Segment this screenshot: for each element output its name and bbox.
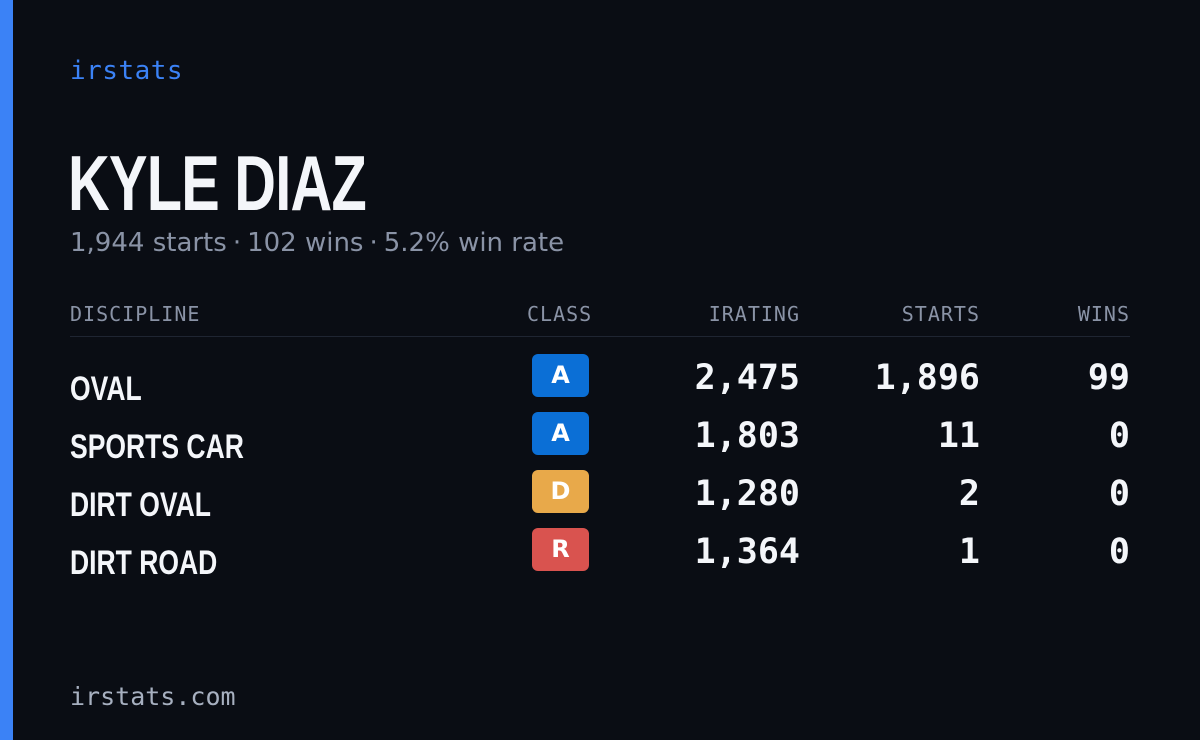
accent-bar [0, 0, 13, 740]
starts-value: 1,896 [874, 358, 980, 398]
class-badge: A [532, 354, 589, 397]
table-row: OVAL A 2,475 1,896 99 [0, 354, 1200, 420]
class-badge: R [532, 528, 589, 571]
class-badge: D [532, 470, 589, 513]
discipline-name: DIRT OVAL [70, 486, 211, 524]
header-divider [70, 336, 1130, 337]
column-header-wins: WINS [1077, 302, 1130, 326]
wins-value: 0 [1108, 474, 1130, 514]
discipline-name: DIRT ROAD [70, 544, 218, 582]
wins-value: 0 [1108, 532, 1130, 572]
driver-name: KYLE DIAZ [68, 139, 367, 227]
class-badge: A [532, 412, 589, 455]
column-header-irating: IRATING [708, 302, 800, 326]
total-wins: 102 wins [247, 228, 364, 258]
table-row: DIRT OVAL D 1,280 2 0 [0, 470, 1200, 536]
brand-logo[interactable]: irstats [70, 56, 184, 86]
irating-value: 1,803 [694, 416, 800, 456]
driver-summary: 1,944 starts · 102 wins · 5.2% win rate [70, 228, 564, 258]
wins-value: 99 [1087, 358, 1130, 398]
column-header-discipline: DISCIPLINE [70, 302, 201, 326]
starts-value: 1 [958, 532, 980, 572]
irating-value: 2,475 [694, 358, 800, 398]
discipline-name: SPORTS CAR [70, 428, 244, 466]
irating-value: 1,364 [694, 532, 800, 572]
column-header-starts: STARTS [901, 302, 980, 326]
column-header-class: CLASS [527, 302, 593, 326]
wins-value: 0 [1108, 416, 1130, 456]
win-rate: 5.2% win rate [383, 228, 565, 258]
total-starts: 1,944 starts [70, 228, 227, 258]
discipline-name: OVAL [70, 370, 142, 408]
table-row: SPORTS CAR A 1,803 11 0 [0, 412, 1200, 478]
table-row: DIRT ROAD R 1,364 1 0 [0, 528, 1200, 594]
starts-value: 11 [937, 416, 980, 456]
footer-url[interactable]: irstats.com [70, 682, 236, 711]
separator: · [232, 228, 242, 258]
separator: · [369, 228, 378, 258]
starts-value: 2 [958, 474, 980, 514]
irating-value: 1,280 [694, 474, 800, 514]
